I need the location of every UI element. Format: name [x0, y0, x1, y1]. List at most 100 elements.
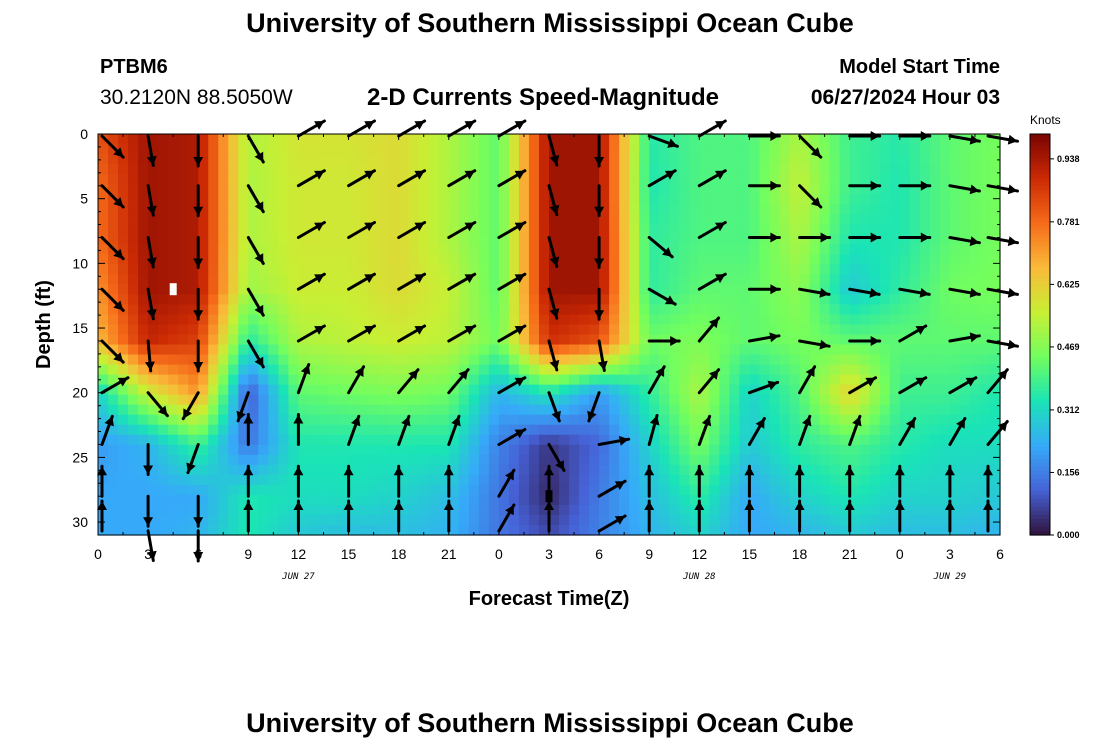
heatmap-cell	[889, 224, 901, 235]
heatmap-cell	[839, 214, 851, 225]
heatmap-cell	[528, 334, 540, 346]
heatmap-cell	[659, 234, 670, 245]
heatmap-cell	[388, 514, 400, 526]
heatmap-cell	[148, 164, 159, 175]
heatmap-cell	[859, 514, 871, 526]
heatmap-cell	[488, 204, 500, 215]
heatmap-cell	[939, 334, 951, 346]
heatmap-cell	[178, 304, 189, 316]
heatmap-cell	[288, 424, 300, 436]
heatmap-cell	[468, 294, 480, 306]
heatmap-cell	[719, 484, 730, 496]
heatmap-cell	[468, 464, 480, 476]
heatmap-cell	[118, 434, 129, 446]
heatmap-cell	[759, 354, 771, 366]
heatmap-cell	[318, 324, 330, 336]
heatmap-cell	[158, 484, 169, 496]
heatmap-cell	[619, 134, 630, 145]
current-arrow-head	[819, 287, 830, 298]
heatmap-cell	[949, 364, 961, 376]
heatmap-cell	[198, 164, 209, 175]
heatmap-cell	[378, 334, 390, 346]
heatmap-cell	[809, 454, 821, 466]
heatmap-cell	[669, 304, 680, 316]
heatmap-cell	[238, 254, 249, 265]
heatmap-cell	[919, 224, 931, 235]
heatmap-cell	[278, 364, 290, 376]
heatmap-cell	[969, 144, 981, 155]
heatmap-cell	[138, 344, 149, 356]
current-arrow-head	[193, 517, 204, 527]
heatmap-cell	[569, 424, 580, 436]
heatmap-cell	[839, 464, 851, 476]
heatmap-cell	[649, 384, 660, 396]
heatmap-cell	[829, 284, 841, 296]
heatmap-cell	[408, 304, 420, 316]
heatmap-cell	[829, 474, 841, 486]
heatmap-cell	[809, 224, 821, 235]
heatmap-cell	[699, 224, 710, 235]
heatmap-cell	[458, 484, 470, 496]
heatmap-cell	[569, 274, 580, 285]
heatmap-cell	[669, 294, 680, 306]
heatmap-cell	[579, 134, 590, 145]
heatmap-cell	[849, 514, 861, 526]
heatmap-cell	[398, 274, 410, 285]
heatmap-cell	[498, 424, 510, 436]
heatmap-cell	[448, 394, 460, 406]
heatmap-cell	[799, 264, 811, 275]
heatmap-cell	[238, 334, 249, 346]
heatmap-cell	[478, 524, 490, 536]
heatmap-cell	[448, 224, 460, 235]
heatmap-cell	[759, 504, 771, 516]
heatmap-cell	[669, 384, 680, 396]
heatmap-cell	[428, 164, 440, 175]
heatmap-cell	[639, 374, 650, 386]
heatmap-cell	[849, 354, 861, 366]
heatmap-cell	[228, 354, 239, 366]
colorbar-tick-label: 0.781	[1057, 217, 1080, 227]
heatmap-cell	[118, 294, 129, 306]
heatmap-cell	[809, 414, 821, 426]
heatmap-cell	[518, 354, 530, 366]
heatmap-cell	[549, 484, 560, 496]
heatmap-cell	[679, 234, 690, 245]
heatmap-cell	[939, 144, 951, 155]
heatmap-cell	[108, 514, 119, 526]
heatmap-cell	[238, 234, 249, 245]
heatmap-cell	[258, 304, 269, 316]
heatmap-cell	[388, 394, 400, 406]
heatmap-cell	[278, 334, 290, 346]
heatmap-cell	[559, 404, 570, 416]
heatmap-cell	[428, 454, 440, 466]
heatmap-cell	[258, 174, 269, 185]
current-arrow-head	[770, 284, 780, 295]
colorbar-step	[1030, 526, 1050, 532]
heatmap-cell	[649, 194, 660, 205]
heatmap-cell	[799, 304, 811, 316]
heatmap-cell	[709, 324, 720, 336]
heatmap-cell	[659, 274, 670, 285]
heatmap-cell	[338, 324, 350, 336]
heatmap-cell	[518, 454, 530, 466]
heatmap-cell	[478, 264, 490, 275]
heatmap-cell	[468, 314, 480, 326]
heatmap-cell	[839, 164, 851, 175]
heatmap-cell	[869, 214, 881, 225]
heatmap-cell	[128, 234, 139, 245]
heatmap-cell	[969, 514, 981, 526]
heatmap-cell	[538, 304, 550, 316]
heatmap-cell	[549, 244, 560, 255]
heatmap-cell	[559, 344, 570, 356]
heatmap-cell	[599, 274, 610, 285]
heatmap-cell	[318, 374, 330, 386]
heatmap-cell	[258, 384, 269, 396]
heatmap-cell	[298, 444, 310, 456]
heatmap-cell	[639, 504, 650, 516]
heatmap-cell	[939, 244, 951, 255]
heatmap-cell	[358, 384, 370, 396]
heatmap-cell	[899, 454, 911, 466]
heatmap-cell	[759, 374, 771, 386]
heatmap-cell	[649, 504, 660, 516]
